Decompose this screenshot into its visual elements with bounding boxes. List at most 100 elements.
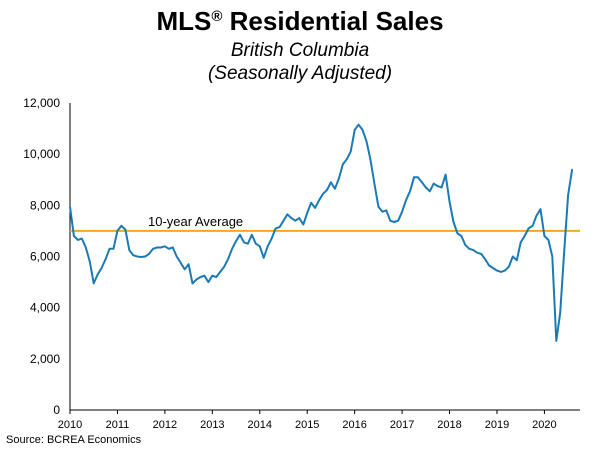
sales-data-point xyxy=(425,186,427,189)
sales-data-point xyxy=(369,158,372,161)
sales-data-point xyxy=(85,246,87,249)
sales-data-point xyxy=(571,168,573,171)
sales-data-point xyxy=(187,263,190,266)
sales-data-point xyxy=(464,244,467,246)
x-tick-label: 2013 xyxy=(200,419,224,431)
sales-data-point xyxy=(342,163,344,166)
y-tick-label: 6,000 xyxy=(30,250,60,264)
sales-data-point xyxy=(488,264,490,267)
x-tick-label: 2017 xyxy=(390,419,414,431)
sales-data-point xyxy=(417,176,419,178)
sales-data-point xyxy=(436,185,439,187)
sales-data-point xyxy=(286,213,289,216)
sales-data-point xyxy=(353,129,356,131)
x-tick-label: 2010 xyxy=(58,419,82,431)
sales-data-point xyxy=(100,267,103,269)
sales-data-point xyxy=(531,225,534,227)
x-tick-label: 2014 xyxy=(248,419,272,431)
sales-data-point xyxy=(512,255,514,258)
sales-data-point xyxy=(183,268,186,271)
sales-data-point xyxy=(195,278,198,281)
sales-data-point xyxy=(563,250,565,253)
sales-data-point xyxy=(318,199,320,201)
x-tick-label: 2020 xyxy=(532,419,556,431)
sales-data-point xyxy=(448,200,451,203)
sales-data-point xyxy=(519,241,522,244)
sales-data-point xyxy=(543,235,546,237)
sales-data-point xyxy=(338,177,340,180)
sales-data-point xyxy=(413,176,415,178)
sales-data-point xyxy=(357,123,360,126)
sales-data-point xyxy=(251,234,253,236)
sales-data-point xyxy=(496,269,498,272)
x-tick-label: 2018 xyxy=(437,419,461,431)
sales-data-point xyxy=(460,235,463,237)
sales-data-point xyxy=(239,234,241,236)
sales-series-line xyxy=(69,123,574,342)
sales-data-point xyxy=(168,248,170,250)
sales-data-point xyxy=(152,248,154,250)
sales-data-point xyxy=(385,209,388,212)
sales-data-point xyxy=(164,245,166,248)
sales-data-point xyxy=(199,276,202,278)
sales-data-point xyxy=(255,242,257,245)
sales-data-point xyxy=(96,273,99,276)
sales-data-point xyxy=(73,235,75,237)
sales-data-point xyxy=(508,265,510,268)
x-tick-label: 2015 xyxy=(295,419,319,431)
sales-data-point xyxy=(334,187,336,190)
sales-data-point xyxy=(429,190,431,193)
sales-data-point xyxy=(389,219,392,222)
sales-data-point xyxy=(274,227,277,230)
sales-data-point xyxy=(484,258,486,260)
sales-data-point xyxy=(219,271,221,273)
sales-data-point xyxy=(211,274,214,277)
source-note: Source: BCREA Economics xyxy=(6,434,142,446)
sales-data-point xyxy=(294,219,297,222)
sales-data-point xyxy=(409,190,411,193)
sales-data-point xyxy=(432,182,435,185)
sales-data-point xyxy=(472,249,475,251)
sales-data-point xyxy=(148,253,150,255)
sales-data-point xyxy=(405,199,407,201)
y-tick-label: 8,000 xyxy=(30,198,60,212)
sales-data-point xyxy=(567,194,569,196)
sales-data-point xyxy=(215,276,218,278)
sales-data-point xyxy=(136,255,138,258)
sales-data-point xyxy=(191,282,194,285)
sales-data-point xyxy=(539,208,542,210)
sales-data-point xyxy=(104,258,107,260)
sales-data-point xyxy=(227,258,229,260)
sales-data-point xyxy=(500,271,502,273)
x-tick-label: 2011 xyxy=(106,419,130,431)
sales-data-point xyxy=(393,221,396,223)
sales-data-point xyxy=(144,255,146,258)
sales-data-point xyxy=(298,217,301,219)
sales-data-point xyxy=(69,205,71,208)
sales-data-point xyxy=(203,274,206,277)
sales-data-point xyxy=(290,217,293,219)
sales-data-point xyxy=(77,239,79,241)
sales-data-point xyxy=(223,265,225,268)
sales-data-point xyxy=(156,246,158,249)
sales-data-point xyxy=(302,223,305,226)
sales-data-point xyxy=(444,173,447,176)
sales-data-point xyxy=(326,189,328,191)
sales-data-point xyxy=(235,240,237,242)
sales-data-point xyxy=(266,245,269,248)
sales-data-point xyxy=(172,246,174,249)
sales-data-point xyxy=(377,205,380,208)
sales-data-point xyxy=(523,235,526,237)
sales-data-point xyxy=(207,281,210,283)
y-tick-label: 0 xyxy=(53,403,60,417)
sales-data-point xyxy=(365,140,368,143)
sales-data-point xyxy=(231,248,233,250)
sales-data-point xyxy=(243,241,245,244)
sales-data-point xyxy=(456,232,459,235)
sales-data-point xyxy=(270,237,273,240)
sales-data-point xyxy=(128,249,131,251)
x-tick-label: 2016 xyxy=(342,419,366,431)
sales-data-point xyxy=(322,193,324,195)
sales-data-point xyxy=(259,245,261,248)
